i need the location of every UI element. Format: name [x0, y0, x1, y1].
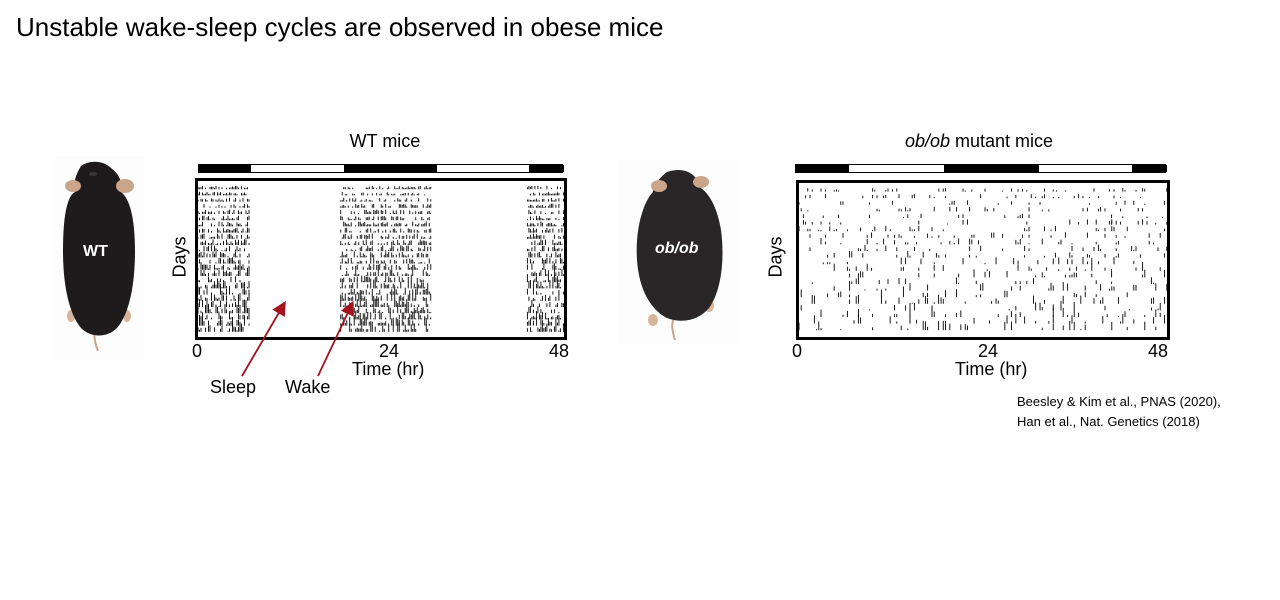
sleep-callout: Sleep	[210, 377, 257, 397]
dark-phase	[344, 165, 437, 172]
ob-actogram-plot	[799, 188, 1167, 331]
citation-1: Beesley & Kim et al., PNAS (2020),	[1017, 394, 1221, 409]
wt-mouse-illustration	[63, 161, 135, 352]
wake-callout: Wake	[285, 377, 331, 397]
ob-title-genotype: ob/ob	[904, 131, 950, 151]
wt-light-dark-bar	[198, 164, 564, 173]
wt-x-tick-48: 48	[549, 341, 570, 361]
ob-x-tick-24: 24	[978, 341, 999, 361]
wt-mouse-label: WT	[83, 243, 108, 260]
wt-mouse-photo: WT	[51, 156, 146, 361]
ob-light-dark-bar	[795, 164, 1167, 173]
wt-actogram	[195, 178, 567, 340]
ob-actogram	[796, 180, 1170, 340]
wt-x-axis-label: Time (hr)	[352, 359, 425, 379]
ob-x-axis-label: Time (hr)	[955, 359, 1028, 379]
ob-mouse-illustration	[636, 169, 723, 341]
ob-x-tick-0: 0	[792, 341, 803, 361]
sleep-arrow	[241, 300, 286, 377]
wake-arrow	[317, 300, 354, 377]
citation-2: Han et al., Nat. Genetics (2018)	[1017, 414, 1200, 429]
wt-y-axis-label: Days	[169, 236, 190, 278]
dark-phase	[199, 165, 251, 172]
wt-panel-title: WT mice	[349, 131, 421, 151]
ob-mouse-photo: ob/ob	[617, 160, 741, 344]
dark-phase	[529, 165, 564, 172]
dark-phase	[796, 165, 849, 172]
citations: Beesley & Kim et al., PNAS (2020), Han e…	[1017, 392, 1221, 432]
ob-y-axis-label: Days	[765, 236, 786, 278]
wt-actogram-plot	[198, 185, 564, 332]
ob-panel-title: ob/ob mutant mice	[779, 131, 1179, 152]
dark-phase	[1132, 165, 1167, 172]
ob-x-tick-48: 48	[1148, 341, 1169, 361]
callout-arrows	[241, 300, 354, 377]
dark-phase	[944, 165, 1039, 172]
wt-x-tick-0: 0	[192, 341, 203, 361]
slide-title: Unstable wake-sleep cycles are observed …	[16, 12, 664, 42]
ob-mouse-label: ob/ob	[655, 240, 699, 257]
ob-title-rest: mutant mice	[950, 131, 1054, 151]
wt-x-tick-24: 24	[379, 341, 400, 361]
